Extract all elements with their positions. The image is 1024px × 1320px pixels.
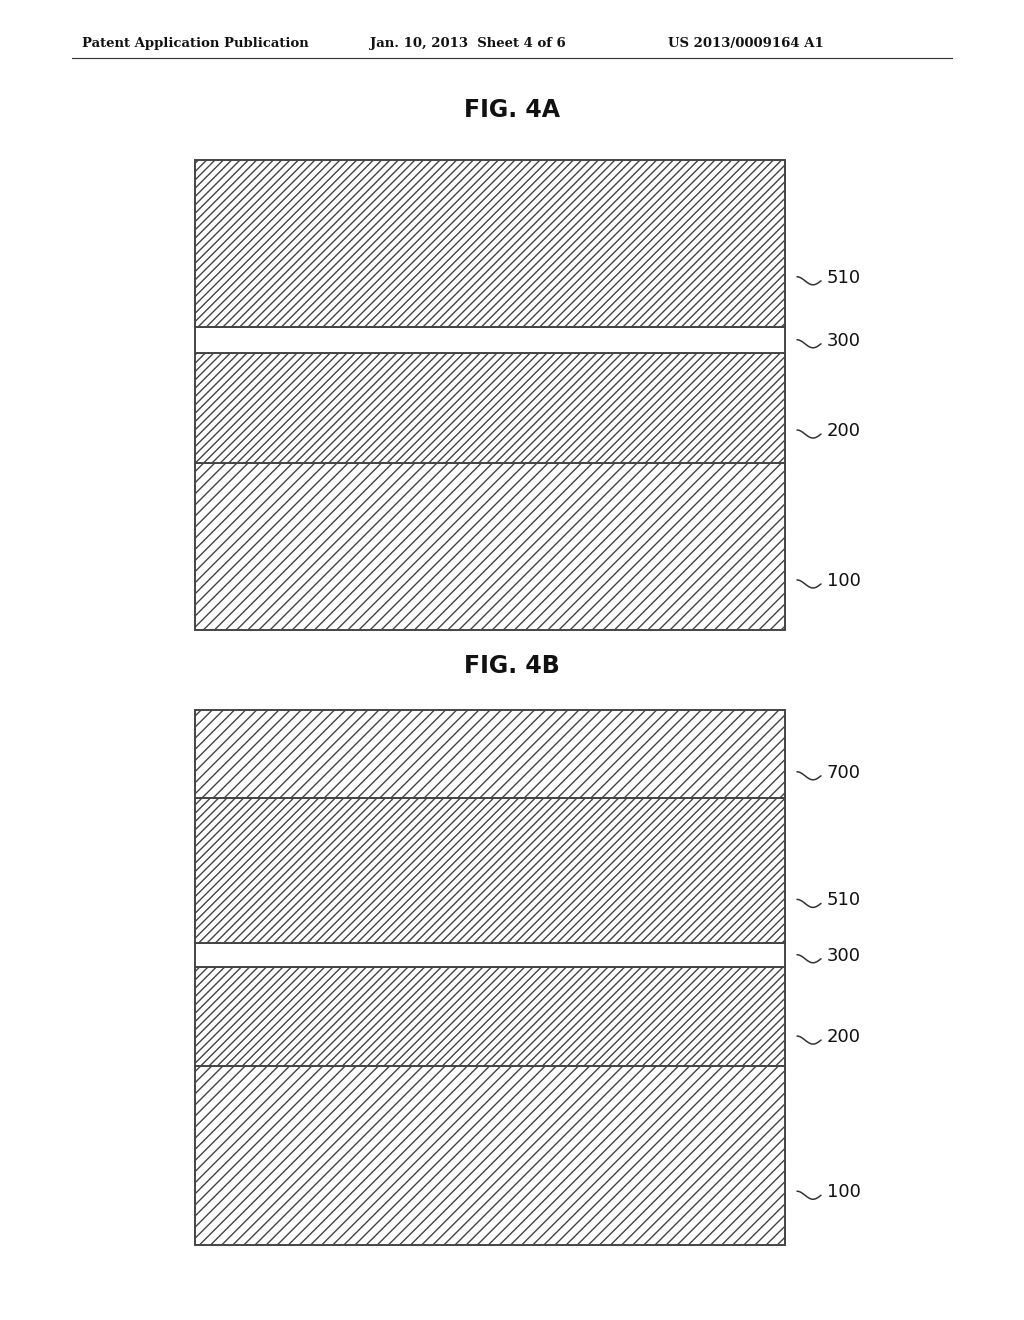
Text: 100: 100 xyxy=(827,1183,861,1201)
Text: FIG. 4B: FIG. 4B xyxy=(464,653,560,678)
Bar xyxy=(195,799,785,942)
Bar xyxy=(195,1065,785,1245)
Bar xyxy=(195,942,785,966)
Bar xyxy=(195,327,785,352)
Bar xyxy=(195,710,785,799)
Text: 700: 700 xyxy=(827,764,861,781)
Text: FIG. 4A: FIG. 4A xyxy=(464,98,560,121)
Text: 510: 510 xyxy=(827,269,861,286)
Bar xyxy=(195,352,785,463)
Text: Jan. 10, 2013  Sheet 4 of 6: Jan. 10, 2013 Sheet 4 of 6 xyxy=(370,37,565,50)
Text: US 2013/0009164 A1: US 2013/0009164 A1 xyxy=(668,37,823,50)
Bar xyxy=(195,160,785,327)
Text: 100: 100 xyxy=(827,572,861,590)
Text: 510: 510 xyxy=(827,891,861,909)
Text: 200: 200 xyxy=(827,422,861,440)
Text: Patent Application Publication: Patent Application Publication xyxy=(82,37,309,50)
Bar xyxy=(195,463,785,630)
Bar xyxy=(195,966,785,1065)
Text: 300: 300 xyxy=(827,331,861,350)
Text: 300: 300 xyxy=(827,946,861,965)
Text: 200: 200 xyxy=(827,1028,861,1045)
